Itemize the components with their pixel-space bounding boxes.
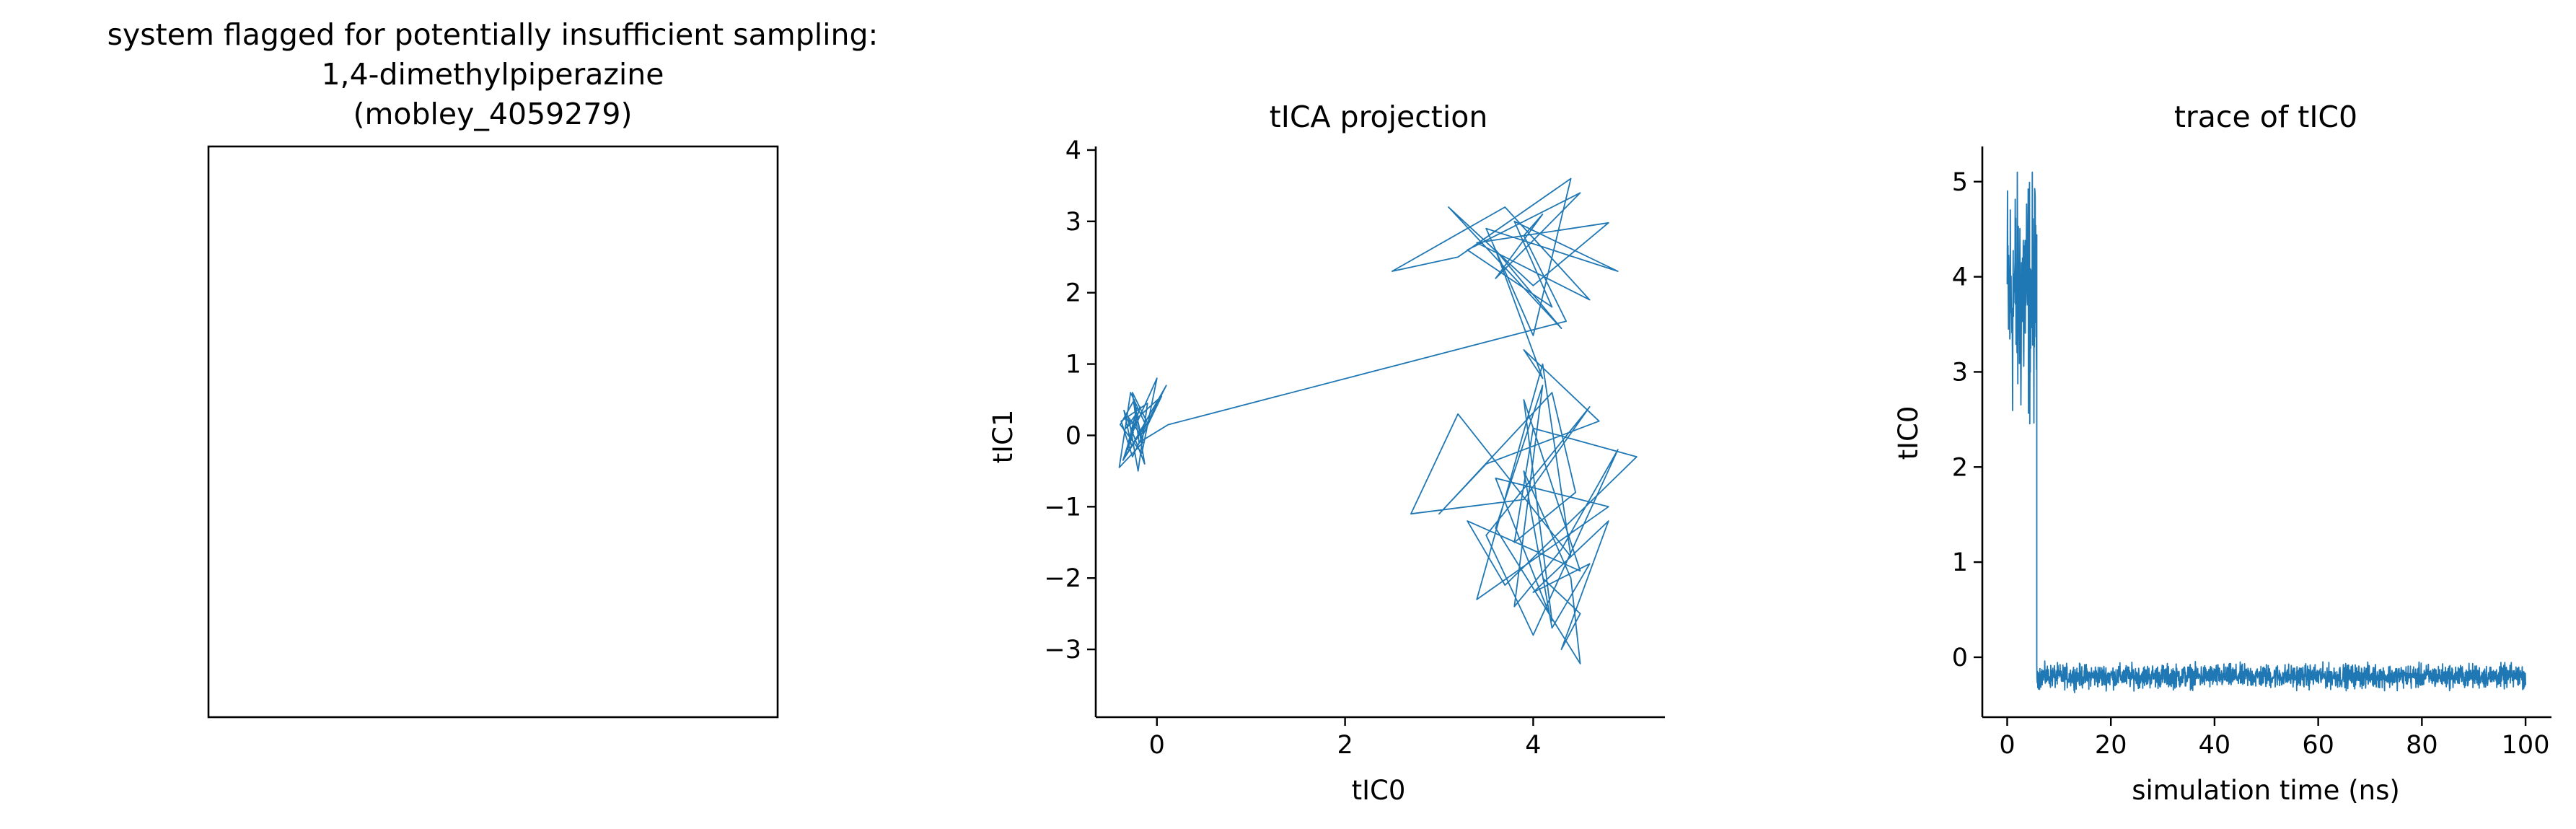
panel1-title-line-1: system flagged for potentially insuffici…	[107, 17, 879, 52]
y-tick-label: 2	[1065, 279, 1081, 308]
x-tick-label: 60	[2302, 731, 2334, 760]
x-tick-label: 0	[1999, 731, 2015, 760]
molecule-image-frame	[207, 145, 779, 719]
y-tick-label: 0	[1952, 644, 1968, 672]
y-tick-label: −1	[1044, 493, 1081, 522]
panel-molecule: system flagged for potentially insuffici…	[107, 17, 879, 719]
y-tick-label: 0	[1065, 421, 1081, 450]
trace-y-ticks: 0 1 2 3 4 5	[1952, 168, 1982, 672]
panel1-title-line-3: (mobley_4059279)	[353, 97, 632, 131]
trace-x-axis-label: simulation time (ns)	[2132, 775, 2400, 806]
x-tick-label: 2	[1337, 731, 1353, 760]
trace-x-ticks: 0 20 40 60 80 100	[1999, 717, 2549, 760]
panel-tic0-trace: trace of tIC0 0 20 40 60 80 100 0 1 2 3 4 5 simula…	[1893, 100, 2551, 806]
x-tick-label: 20	[2095, 731, 2127, 760]
panel-tica-projection: tICA projection 0 2 4 −3 −2 −1 0 1 2 3 4 tIC0 tIC…	[988, 100, 1665, 806]
x-tick-label: 0	[1149, 731, 1165, 760]
y-tick-label: 1	[1952, 548, 1968, 577]
y-tick-label: 1	[1065, 351, 1081, 380]
y-tick-label: 5	[1952, 168, 1968, 197]
x-tick-label: 4	[1525, 731, 1541, 760]
tica-y-axis-label: tIC1	[988, 410, 1019, 464]
x-tick-label: 80	[2406, 731, 2438, 760]
tica-chart-title: tICA projection	[1270, 100, 1488, 134]
y-tick-label: 3	[1065, 208, 1081, 237]
tica-x-ticks: 0 2 4	[1149, 717, 1542, 760]
tica-series-line	[1118, 177, 1638, 664]
y-tick-label: −3	[1044, 636, 1081, 664]
y-tick-label: −2	[1044, 564, 1081, 593]
trace-y-axis-label: tIC0	[1893, 406, 1924, 460]
y-tick-label: 4	[1952, 263, 1968, 292]
trace-chart-title: trace of tIC0	[2174, 100, 2357, 134]
tic0-trace-series-line	[2006, 171, 2526, 693]
x-tick-label: 100	[2502, 731, 2550, 760]
x-tick-label: 40	[2199, 731, 2231, 760]
panel1-title-line-2: 1,4-dimethylpiperazine	[321, 57, 664, 92]
y-tick-label: 4	[1065, 136, 1081, 165]
tica-x-axis-label: tIC0	[1352, 775, 1406, 806]
y-tick-label: 3	[1952, 358, 1968, 387]
tica-y-ticks: −3 −2 −1 0 1 2 3 4	[1044, 136, 1096, 664]
y-tick-label: 2	[1952, 453, 1968, 482]
